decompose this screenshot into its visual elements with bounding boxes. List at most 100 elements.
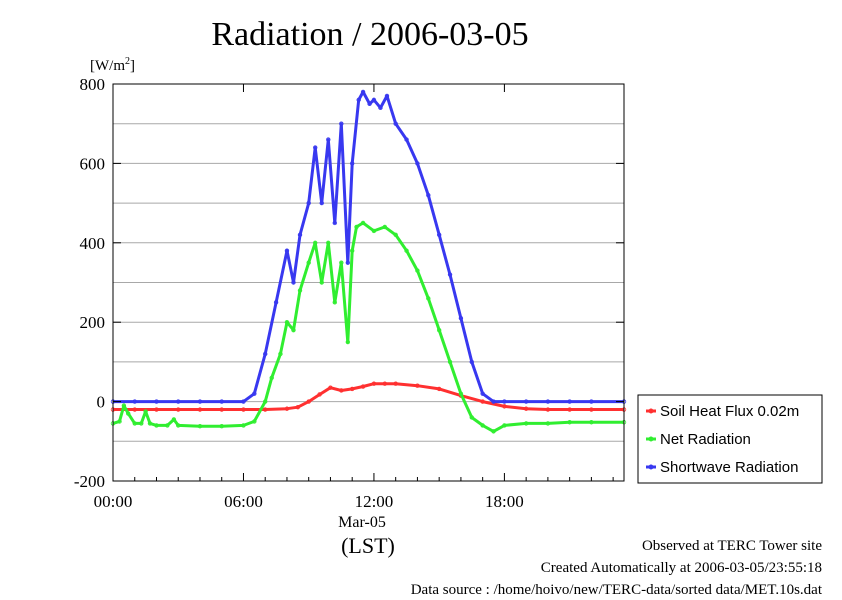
y-tick-label: 200: [80, 313, 106, 332]
legend-label: Soil Heat Flux 0.02m: [660, 403, 799, 420]
data-point: [367, 101, 372, 107]
data-point: [378, 105, 383, 111]
y-axis-ticks: -200 0 200 400 600 800: [74, 75, 624, 491]
data-point: [415, 161, 420, 166]
data-point: [480, 423, 485, 428]
plot-grid: [113, 123, 624, 442]
data-point: [291, 327, 296, 333]
data-point: [426, 296, 431, 301]
data-point: [154, 423, 159, 428]
data-point: [567, 407, 572, 412]
data-point: [165, 423, 170, 428]
y-unit-label: [W/m2]: [90, 56, 135, 74]
data-point: [371, 97, 377, 103]
data-point: [176, 399, 181, 404]
data-point: [132, 399, 137, 404]
legend-marker: [648, 408, 654, 414]
data-point: [147, 421, 153, 426]
data-point: [447, 359, 453, 365]
data-point: [313, 145, 318, 150]
data-point: [197, 407, 203, 412]
data-point: [306, 260, 311, 265]
data-point: [349, 161, 355, 166]
data-point: [480, 399, 485, 404]
data-point: [332, 300, 337, 305]
data-point: [197, 424, 203, 429]
data-point: [502, 423, 507, 428]
data-point: [491, 399, 496, 404]
data-point: [360, 220, 366, 226]
data-point: [313, 240, 318, 245]
data-point: [345, 339, 351, 345]
data-point: [480, 391, 485, 396]
data-point: [349, 248, 355, 253]
legend-label: Net Radiation: [660, 431, 751, 448]
data-point: [317, 392, 322, 397]
y-unit-base: [W/m: [90, 58, 125, 74]
data-point: [415, 268, 420, 273]
data-point: [176, 423, 181, 428]
data-point: [567, 420, 572, 425]
plot-frame: [112, 83, 625, 482]
data-point: [339, 260, 344, 265]
data-point: [319, 200, 324, 206]
data-point: [404, 248, 409, 253]
y-unit-close: ]: [130, 58, 135, 74]
data-point: [382, 381, 388, 386]
data-point: [139, 421, 144, 426]
footer-observed: Observed at TERC Tower site: [642, 538, 822, 554]
data-point: [589, 420, 594, 425]
data-point: [458, 391, 464, 396]
data-point: [349, 386, 355, 392]
data-point: [278, 351, 283, 357]
data-point: [328, 385, 333, 390]
data-point: [219, 424, 224, 429]
data-point: [523, 399, 529, 404]
data-point: [502, 404, 507, 409]
data-point: [393, 381, 398, 386]
data-point: [263, 407, 268, 412]
x-tick-label: 12:00: [355, 492, 394, 511]
data-point: [241, 423, 246, 428]
data-point: [360, 384, 366, 389]
x-tick-label: 00:00: [94, 492, 133, 511]
y-tick-label: 400: [80, 234, 106, 253]
data-point: [219, 407, 224, 412]
data-point: [154, 407, 159, 412]
data-point: [436, 386, 442, 392]
legend: Soil Heat Flux 0.02m Net Radiation Shortwa…: [637, 394, 823, 484]
legend-marker: [648, 436, 654, 442]
data-point: [545, 421, 551, 426]
data-point: [284, 406, 290, 411]
legend-box: [637, 394, 823, 484]
data-point: [306, 399, 311, 404]
data-point: [339, 388, 344, 393]
data-point: [143, 409, 148, 414]
data-point: [297, 232, 303, 238]
data-point: [273, 300, 279, 305]
data-point: [326, 137, 331, 142]
y-tick-label: 0: [97, 393, 106, 412]
data-point: [269, 375, 274, 380]
footer-source: Data source : /home/hoivo/new/TERC-data/…: [411, 582, 823, 595]
data-point: [121, 403, 127, 408]
series-line-soil-heat-flux-0-02m: [113, 382, 624, 411]
x-date-label: Mar-05: [338, 514, 386, 531]
data-point: [176, 407, 181, 412]
data-point: [469, 415, 474, 420]
chart-title: Radiation / 2006-03-05: [211, 16, 528, 53]
data-point: [523, 406, 529, 411]
data-point: [393, 232, 398, 238]
data-point: [404, 137, 409, 142]
data-point: [171, 417, 177, 422]
data-point: [197, 399, 203, 404]
data-point: [132, 421, 137, 426]
data-point: [360, 89, 366, 95]
data-point: [241, 399, 246, 404]
x-tick-label: 06:00: [224, 492, 263, 511]
x-tick-label: 18:00: [485, 492, 524, 511]
data-point: [393, 121, 398, 126]
data-point: [426, 192, 431, 198]
data-point: [384, 93, 390, 99]
